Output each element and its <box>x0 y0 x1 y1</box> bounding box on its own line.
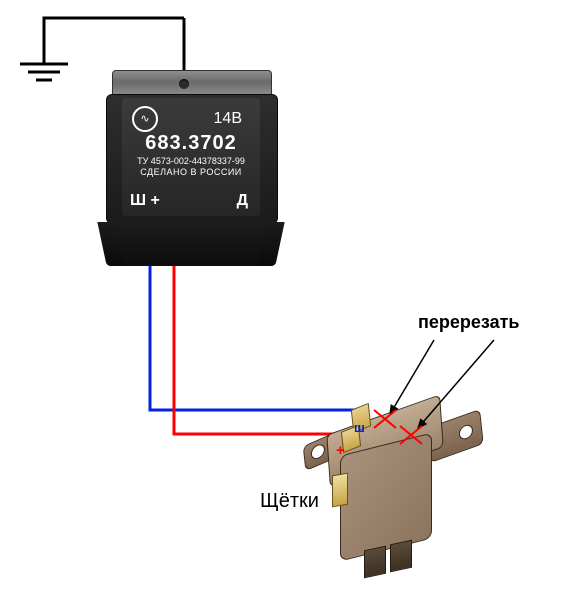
regulator-connector <box>114 222 268 266</box>
brush-term-label-sh: ш <box>354 420 365 435</box>
regulator-face: ∿ 14В 683.3702 ТУ 4573-002-44378337-99 С… <box>122 98 260 216</box>
brush-carbon-1 <box>364 546 386 579</box>
regulator-made-in: СДЕЛАНО В РОССИИ <box>122 167 260 177</box>
regulator-part-number: 683.3702 <box>122 132 260 155</box>
brush-side-contact <box>332 473 348 508</box>
regulator-tu-line: ТУ 4573-002-44378337-99 <box>122 156 260 166</box>
cut-label: перерезать <box>418 312 520 333</box>
regulator-voltage: 14В <box>214 110 242 128</box>
wire-red <box>0 0 567 604</box>
brush-body <box>340 433 432 562</box>
regulator-term-right: Д <box>237 192 248 210</box>
regulator-term-left: Ш + <box>130 192 160 210</box>
cut-annotation-arrows <box>0 0 567 604</box>
brush-label: Щётки <box>260 490 319 513</box>
brush-term-label-plus: + <box>336 442 345 459</box>
wire-blue <box>0 0 567 604</box>
regulator-logo-icon: ∿ <box>132 106 158 132</box>
brush-carbon-2 <box>390 540 412 573</box>
